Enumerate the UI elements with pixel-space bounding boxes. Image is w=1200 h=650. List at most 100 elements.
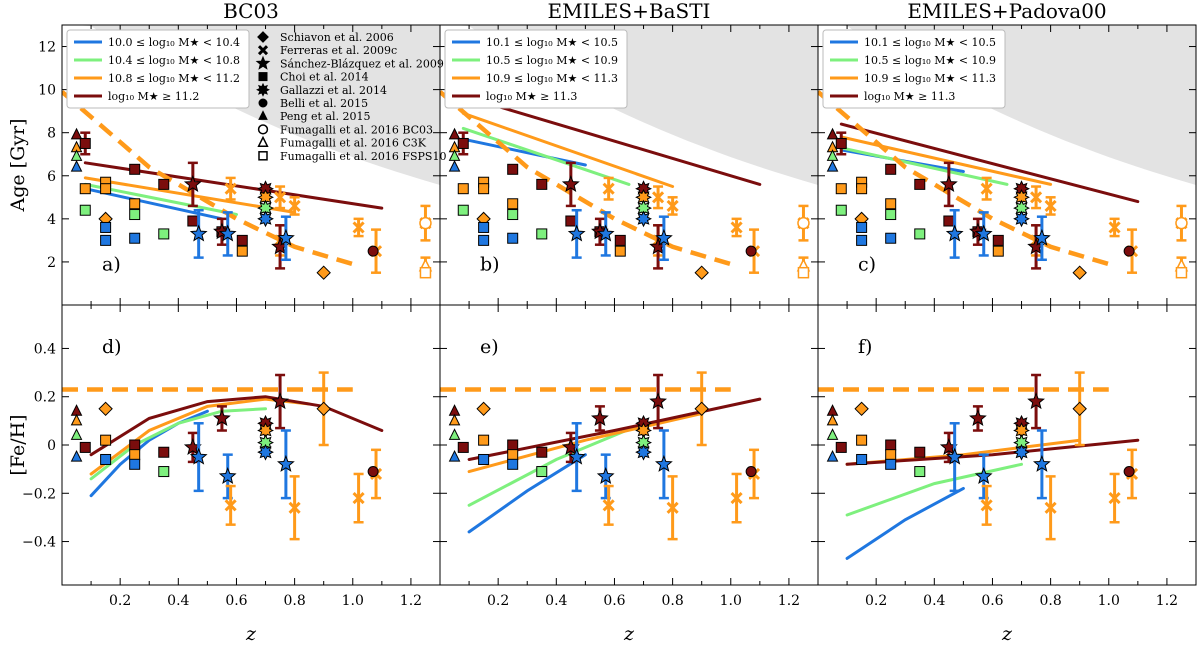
series-line-bin1 bbox=[89, 409, 209, 498]
data-point-square bbox=[158, 228, 170, 240]
y-axis-title-age: Age [Gyr] bbox=[7, 119, 29, 213]
panel-letter: d) bbox=[102, 336, 122, 358]
panel-letter: a) bbox=[102, 254, 121, 276]
data-point-square bbox=[914, 228, 926, 240]
y-tick-label: 2 bbox=[47, 255, 56, 271]
data-point-circle bbox=[745, 466, 757, 478]
data-point-x bbox=[274, 191, 287, 204]
reference-label: Fumagalli et al. 2016 C3K bbox=[280, 137, 427, 150]
x-tick-label: 0.8 bbox=[283, 593, 305, 609]
data-point-square bbox=[100, 453, 112, 465]
data-point-square bbox=[856, 221, 868, 233]
data-point-square bbox=[885, 439, 897, 451]
panel-title: EMILES+Padova00 bbox=[907, 0, 1106, 23]
x-tick-label: 1.0 bbox=[1098, 593, 1120, 609]
data-point-square bbox=[943, 215, 955, 227]
data-point-square bbox=[614, 245, 626, 257]
data-point-diamond bbox=[316, 401, 331, 417]
dashed-model-line bbox=[818, 90, 1110, 267]
reference-marker-diamond bbox=[257, 31, 269, 43]
series-line-bin4 bbox=[89, 395, 384, 457]
data-point-star bbox=[213, 409, 231, 427]
data-point-diamond bbox=[694, 265, 709, 280]
legend: 10.1 ≤ log₁₀ M★ < 10.5 10.5 ≤ log₁₀ M★ < … bbox=[822, 29, 1006, 109]
data-point-triangle bbox=[70, 160, 83, 172]
data-point-x bbox=[1108, 492, 1121, 505]
y-tick-label: 12 bbox=[38, 40, 56, 56]
data-point-triangle bbox=[448, 127, 461, 140]
data-point-square bbox=[129, 232, 141, 244]
panel-age-0: 2 4 6 8 10 12 a) BC03 10.0 ≤ log₁₀ M★ < 10.4 10.4… bbox=[38, 0, 446, 306]
y-tick-label: 6 bbox=[47, 169, 56, 185]
data-point-star bbox=[939, 175, 958, 193]
data-point-triangle bbox=[70, 404, 83, 416]
reference-label: Choi et al. 2014 bbox=[280, 71, 369, 84]
series-line-bin3 bbox=[83, 176, 297, 214]
series-line-bin1 bbox=[845, 486, 965, 560]
data-point-star bbox=[655, 228, 673, 246]
series-line-bin1 bbox=[467, 453, 587, 534]
panel-letter: b) bbox=[480, 254, 500, 276]
x-tick-label: 0.2 bbox=[865, 593, 887, 609]
data-point-star bbox=[561, 175, 580, 193]
data-point-square bbox=[835, 137, 847, 149]
legend-label: 10.4 ≤ log₁₀ M★ < 10.8 bbox=[108, 54, 240, 67]
data-point-square bbox=[79, 183, 91, 195]
data-point-square bbox=[914, 178, 926, 190]
data-point-square bbox=[158, 178, 170, 190]
panel-title: EMILES+BaSTI bbox=[548, 0, 711, 23]
legend-label: 10.9 ≤ log₁₀ M★ < 11.3 bbox=[486, 72, 618, 85]
data-point-x bbox=[1108, 221, 1121, 234]
y-tick-label: 0.2 bbox=[34, 390, 56, 406]
data-point-star bbox=[189, 224, 208, 242]
column-emiles-basti: b) EMILES+BaSTI 10.1 ≤ log₁₀ M★ < 10.5 10.5… bbox=[439, 0, 819, 645]
data-point-star8 bbox=[257, 210, 274, 228]
reference-marker-square-open bbox=[258, 151, 268, 161]
data-point-x bbox=[730, 221, 743, 234]
data-point-square bbox=[236, 245, 248, 257]
data-point-triangle bbox=[448, 449, 461, 462]
data-point-square bbox=[158, 466, 170, 478]
data-point-star bbox=[596, 467, 615, 485]
data-point-circle-open bbox=[1175, 216, 1188, 230]
data-point-square bbox=[885, 458, 897, 470]
data-point-square bbox=[79, 137, 91, 149]
x-tick-label: 0.2 bbox=[109, 593, 131, 609]
data-point-star bbox=[655, 454, 673, 472]
data-point-star bbox=[277, 454, 295, 472]
panel-letter: e) bbox=[480, 336, 499, 358]
legend-label: 10.1 ≤ log₁₀ M★ < 10.5 bbox=[486, 36, 618, 49]
data-point-square bbox=[100, 434, 112, 446]
data-point-star8 bbox=[635, 443, 652, 461]
data-point-circle bbox=[1123, 245, 1135, 257]
data-point-star bbox=[596, 224, 615, 242]
data-point-star bbox=[945, 224, 964, 242]
data-point-x bbox=[666, 501, 679, 514]
data-point-square bbox=[856, 183, 868, 195]
x-tick-label: 0.4 bbox=[167, 593, 189, 609]
data-point-triangle bbox=[826, 127, 839, 140]
data-point-star bbox=[945, 447, 964, 465]
panel-title: BC03 bbox=[223, 0, 279, 23]
data-point-square-open bbox=[419, 266, 432, 279]
data-point-star bbox=[969, 409, 987, 427]
data-point-square bbox=[536, 466, 548, 478]
data-point-star bbox=[974, 467, 993, 485]
series-line-bin1 bbox=[461, 137, 587, 167]
data-point-x bbox=[224, 182, 237, 195]
legend-label: 10.8 ≤ log₁₀ M★ < 11.2 bbox=[108, 72, 240, 85]
data-point-star bbox=[974, 224, 993, 242]
data-point-star bbox=[218, 467, 237, 485]
data-point-triangle bbox=[70, 449, 83, 462]
data-point-square bbox=[129, 439, 141, 451]
data-point-star bbox=[1033, 454, 1051, 472]
panel-feh-0: 0.2 0.4 0.6 0.8 1.0 1.2 −0.4 −0.2 0 0.2 0.4 d) bbox=[22, 304, 441, 609]
data-point-square bbox=[856, 453, 868, 465]
panel-letter: f) bbox=[858, 336, 872, 358]
reference-label: Belli et al. 2015 bbox=[280, 97, 368, 110]
series-line-bin2 bbox=[467, 421, 645, 507]
series-line-bin2 bbox=[845, 462, 1023, 517]
data-point-triangle bbox=[826, 449, 839, 462]
data-point-x bbox=[288, 199, 301, 212]
